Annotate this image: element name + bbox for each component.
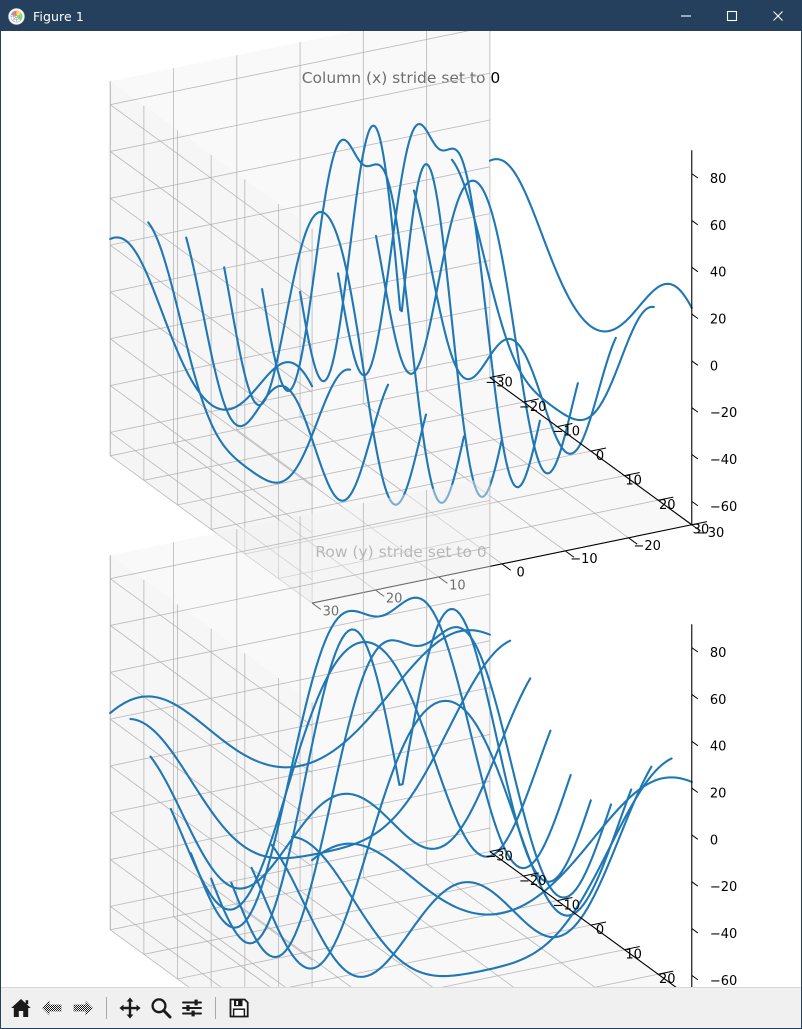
wireframe-line bbox=[450, 158, 655, 422]
wireframe-line bbox=[270, 765, 653, 978]
tick-label: 10 bbox=[449, 578, 466, 593]
tick-label: 80 bbox=[710, 646, 727, 661]
wireframe-line bbox=[149, 677, 532, 890]
tick-label: −10 bbox=[553, 424, 580, 439]
tick-label: 0 bbox=[596, 923, 604, 938]
tick-labels: −30 −20 −10 0 10 20 30 30 20 10 0 −10 −20 −30 80 60 40 20… bbox=[311, 172, 737, 619]
tick-label: 60 bbox=[710, 219, 727, 234]
tick-label: −20 bbox=[634, 539, 661, 554]
maximize-icon bbox=[726, 10, 738, 22]
arrow-right-icon bbox=[73, 1000, 94, 1016]
titlebar: Figure 1 bbox=[1, 1, 801, 31]
back-button[interactable] bbox=[37, 993, 67, 1023]
minimize-button[interactable] bbox=[663, 1, 709, 31]
maximize-button[interactable] bbox=[709, 1, 755, 31]
window-controls bbox=[663, 1, 801, 31]
wireframe-line bbox=[290, 757, 673, 978]
wireframe-line bbox=[185, 236, 390, 502]
pan-button[interactable] bbox=[115, 993, 145, 1023]
titlebar-left-group: Figure 1 bbox=[1, 7, 84, 25]
tick-labels: −30−20−1001020303020100−10−20−3080604020… bbox=[485, 646, 737, 987]
axes3d-column-stride[interactable]: −30 −20 −10 0 10 20 30 30 20 10 0 −10 −20 −30 80 60 40 20… bbox=[109, 31, 737, 619]
tick-label: 30 bbox=[323, 604, 340, 619]
tick-label: 60 bbox=[710, 693, 727, 708]
tick-label: −40 bbox=[710, 927, 737, 942]
home-button[interactable] bbox=[6, 993, 36, 1023]
configure-subplots-button[interactable] bbox=[177, 993, 207, 1023]
tick-label: −20 bbox=[519, 874, 546, 889]
tick-label: −30 bbox=[485, 849, 512, 864]
wireframe-line bbox=[230, 626, 613, 959]
wireframe-line bbox=[109, 236, 314, 411]
floppy-disk-icon bbox=[229, 998, 249, 1018]
matplotlib-figure: Column (x) stride set to 0 Row (y) strid… bbox=[1, 31, 801, 987]
wireframe-curves bbox=[109, 596, 693, 978]
tick-label: 20 bbox=[710, 312, 727, 327]
wireframe-line bbox=[189, 596, 572, 929]
wireframe-line bbox=[223, 210, 428, 506]
move-icon bbox=[119, 997, 141, 1019]
axes-grid bbox=[109, 476, 677, 987]
wireframe-line bbox=[336, 122, 541, 489]
tick-label: −20 bbox=[519, 400, 546, 415]
tick-label: −30 bbox=[485, 375, 512, 390]
wireframe-curves bbox=[109, 122, 693, 506]
tick-label: 20 bbox=[659, 972, 676, 987]
window-title: Figure 1 bbox=[33, 8, 84, 24]
tick-label: 0 bbox=[710, 359, 718, 374]
arrow-left-icon bbox=[41, 1000, 62, 1016]
zoom-button[interactable] bbox=[146, 993, 176, 1023]
tick-label: −60 bbox=[710, 974, 737, 987]
tick-label: 30 bbox=[693, 523, 710, 538]
tick-label: 10 bbox=[625, 474, 642, 489]
matplotlib-logo-icon bbox=[8, 7, 25, 25]
tick-label: 80 bbox=[710, 172, 727, 187]
close-button[interactable] bbox=[755, 1, 801, 31]
close-icon bbox=[773, 11, 783, 21]
tick-label: 0 bbox=[596, 449, 604, 464]
magnifier-icon bbox=[151, 998, 172, 1019]
wireframe-line bbox=[147, 221, 352, 484]
wireframe-line bbox=[250, 699, 633, 970]
tick-label: −60 bbox=[710, 500, 737, 515]
figure-canvas[interactable]: Column (x) stride set to 0 Row (y) strid… bbox=[1, 31, 801, 987]
tick-label: 20 bbox=[659, 498, 676, 513]
toolbar-separator-2 bbox=[215, 997, 216, 1019]
tick-label: −20 bbox=[710, 406, 737, 421]
toolbar-separator-1 bbox=[106, 997, 107, 1019]
tick-label: 0 bbox=[517, 565, 525, 580]
navigation-toolbar bbox=[1, 987, 801, 1028]
tick-label: 20 bbox=[386, 591, 403, 606]
tick-label: −30 bbox=[697, 526, 724, 541]
wireframe-line bbox=[374, 179, 579, 475]
tick-label: 10 bbox=[625, 948, 642, 963]
wireframe-line bbox=[311, 776, 693, 916]
wireframe-line bbox=[169, 640, 552, 911]
tick-label: −10 bbox=[570, 552, 597, 567]
sliders-icon bbox=[182, 999, 202, 1017]
save-button[interactable] bbox=[224, 993, 254, 1023]
wireframe-line bbox=[488, 158, 693, 333]
tick-label: 40 bbox=[710, 266, 727, 281]
tick-label: 20 bbox=[710, 786, 727, 801]
tick-label: 0 bbox=[710, 833, 718, 848]
wireframe-line bbox=[261, 138, 466, 504]
subplot-title-0: Column (x) stride set to 0 bbox=[302, 69, 501, 87]
forward-button[interactable] bbox=[68, 993, 98, 1023]
wireframe-line bbox=[109, 629, 491, 769]
wireframe-line bbox=[299, 124, 503, 498]
tick-label: 40 bbox=[710, 740, 727, 755]
tick-label: −40 bbox=[710, 453, 737, 468]
home-icon bbox=[11, 999, 31, 1017]
axes3d-row-stride[interactable]: −30 −20 −10 0 10 20 30 30 20 10 0 −10 −20 −30 80 60 40 20… bbox=[109, 476, 737, 987]
tick-label: −10 bbox=[553, 898, 580, 913]
tick-label: −20 bbox=[710, 880, 737, 895]
minimize-icon bbox=[681, 15, 691, 17]
